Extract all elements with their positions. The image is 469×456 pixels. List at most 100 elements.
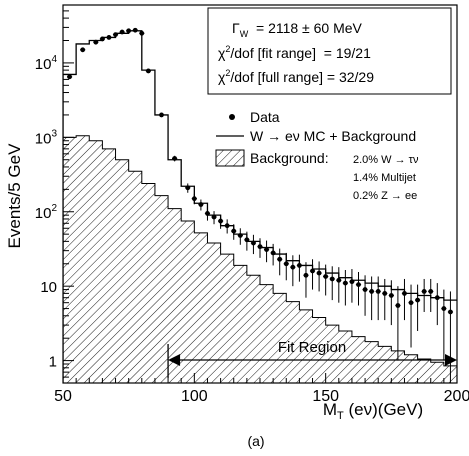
data-marker <box>388 293 394 298</box>
data-marker <box>303 272 309 278</box>
chi2-full-range: χ2/dof [full range] = 32/29 <box>218 68 374 85</box>
data-point <box>250 234 257 255</box>
data-point <box>434 283 440 326</box>
data-marker <box>369 289 375 294</box>
data-marker <box>257 244 263 250</box>
data-point <box>66 74 73 80</box>
data-marker <box>132 27 138 33</box>
y-tick-label: 102 <box>35 203 58 222</box>
fit-region-arrowhead-left <box>168 354 181 366</box>
data-marker <box>395 303 401 308</box>
figure-caption: (a) <box>247 433 264 449</box>
data-point <box>270 243 276 266</box>
y-tick-label: 104 <box>35 54 58 73</box>
legend-bkg-swatch <box>215 149 245 167</box>
chi2-fit-range: χ2/dof [fit range] = 19/21 <box>218 44 371 61</box>
data-point <box>244 231 250 251</box>
data-point <box>303 262 309 298</box>
data-marker <box>198 202 204 207</box>
data-marker <box>211 214 217 220</box>
data-point <box>119 29 125 35</box>
data-marker <box>113 32 118 38</box>
legend-mc-label: W → eν MC + Background <box>250 128 416 144</box>
fit-region-label: Fit Region <box>278 339 346 356</box>
data-marker <box>159 112 164 118</box>
data-marker <box>362 287 368 292</box>
data-point <box>93 39 99 45</box>
data-point <box>185 183 191 193</box>
y-tick-label: 10 <box>40 279 57 296</box>
x-tick-label: 100 <box>181 388 208 405</box>
data-point <box>224 219 230 234</box>
data-point <box>99 36 105 42</box>
data-marker <box>205 211 210 216</box>
legend: Data W → eν MC + Background Background: … <box>215 109 419 202</box>
data-point <box>441 289 447 361</box>
y-tick-label: 1 <box>49 354 57 371</box>
plot-area <box>63 27 457 383</box>
background-hatched-area <box>63 135 457 383</box>
data-marker <box>329 276 335 282</box>
legend-bkg-item-3: 0.2% Z → ee <box>353 190 417 202</box>
data-point <box>172 155 178 162</box>
x-tick-label: 200 <box>444 388 469 405</box>
data-point <box>349 269 355 303</box>
data-marker <box>237 233 243 238</box>
data-marker <box>251 240 256 246</box>
data-point <box>211 211 217 225</box>
data-point <box>158 112 165 118</box>
data-point <box>277 248 283 276</box>
data-marker <box>185 185 191 191</box>
x-tick-label: 50 <box>54 388 72 405</box>
data-marker <box>224 223 230 229</box>
legend-bkg-item-2: 1.4% Multijet <box>353 172 416 184</box>
legend-data-marker <box>229 114 235 120</box>
data-marker <box>80 47 86 53</box>
data-point <box>355 272 362 306</box>
data-point <box>309 259 316 290</box>
data-marker <box>119 29 125 35</box>
data-point <box>237 228 243 245</box>
data-point <box>139 30 145 36</box>
data-point <box>296 254 302 282</box>
data-point <box>447 291 454 383</box>
data-point <box>408 284 414 348</box>
data-marker <box>421 289 427 294</box>
data-marker <box>336 277 342 283</box>
data-marker <box>139 30 145 36</box>
data-point <box>132 27 138 33</box>
data-point <box>428 278 434 312</box>
data-marker <box>382 290 388 296</box>
legend-bkg-item-1: 2.0% W → τν <box>353 154 419 166</box>
data-point <box>198 199 204 211</box>
legend-data-label: Data <box>250 109 280 125</box>
data-point <box>112 32 119 38</box>
data-marker <box>93 39 99 45</box>
data-marker <box>408 300 414 306</box>
data-marker <box>448 309 453 315</box>
data-marker <box>316 270 322 276</box>
data-marker <box>191 196 197 202</box>
data-marker <box>402 290 407 296</box>
x-tick-label: 150 <box>312 388 339 405</box>
x-axis-label: MT (eν)(GeV) <box>323 400 423 422</box>
data-point <box>323 264 329 296</box>
data-marker <box>375 289 381 294</box>
data-points <box>66 27 454 383</box>
y-axis-ticks: 1 10 102 103 104 <box>35 4 74 384</box>
data-marker <box>244 237 250 243</box>
data-marker <box>100 36 105 42</box>
data-point <box>80 47 86 53</box>
data-point <box>382 278 388 321</box>
data-point <box>395 286 401 361</box>
y-tick-label: 103 <box>35 128 58 147</box>
data-marker <box>297 263 302 268</box>
data-point <box>204 207 211 221</box>
data-point <box>362 275 368 316</box>
info-box: ΓW = 2118 ± 60 MeV χ2/dof [fit range] = … <box>207 7 452 95</box>
data-point <box>329 266 335 301</box>
data-point <box>401 278 408 321</box>
data-point <box>421 278 427 312</box>
width-result: ΓW = 2118 ± 60 MeV <box>232 20 363 39</box>
